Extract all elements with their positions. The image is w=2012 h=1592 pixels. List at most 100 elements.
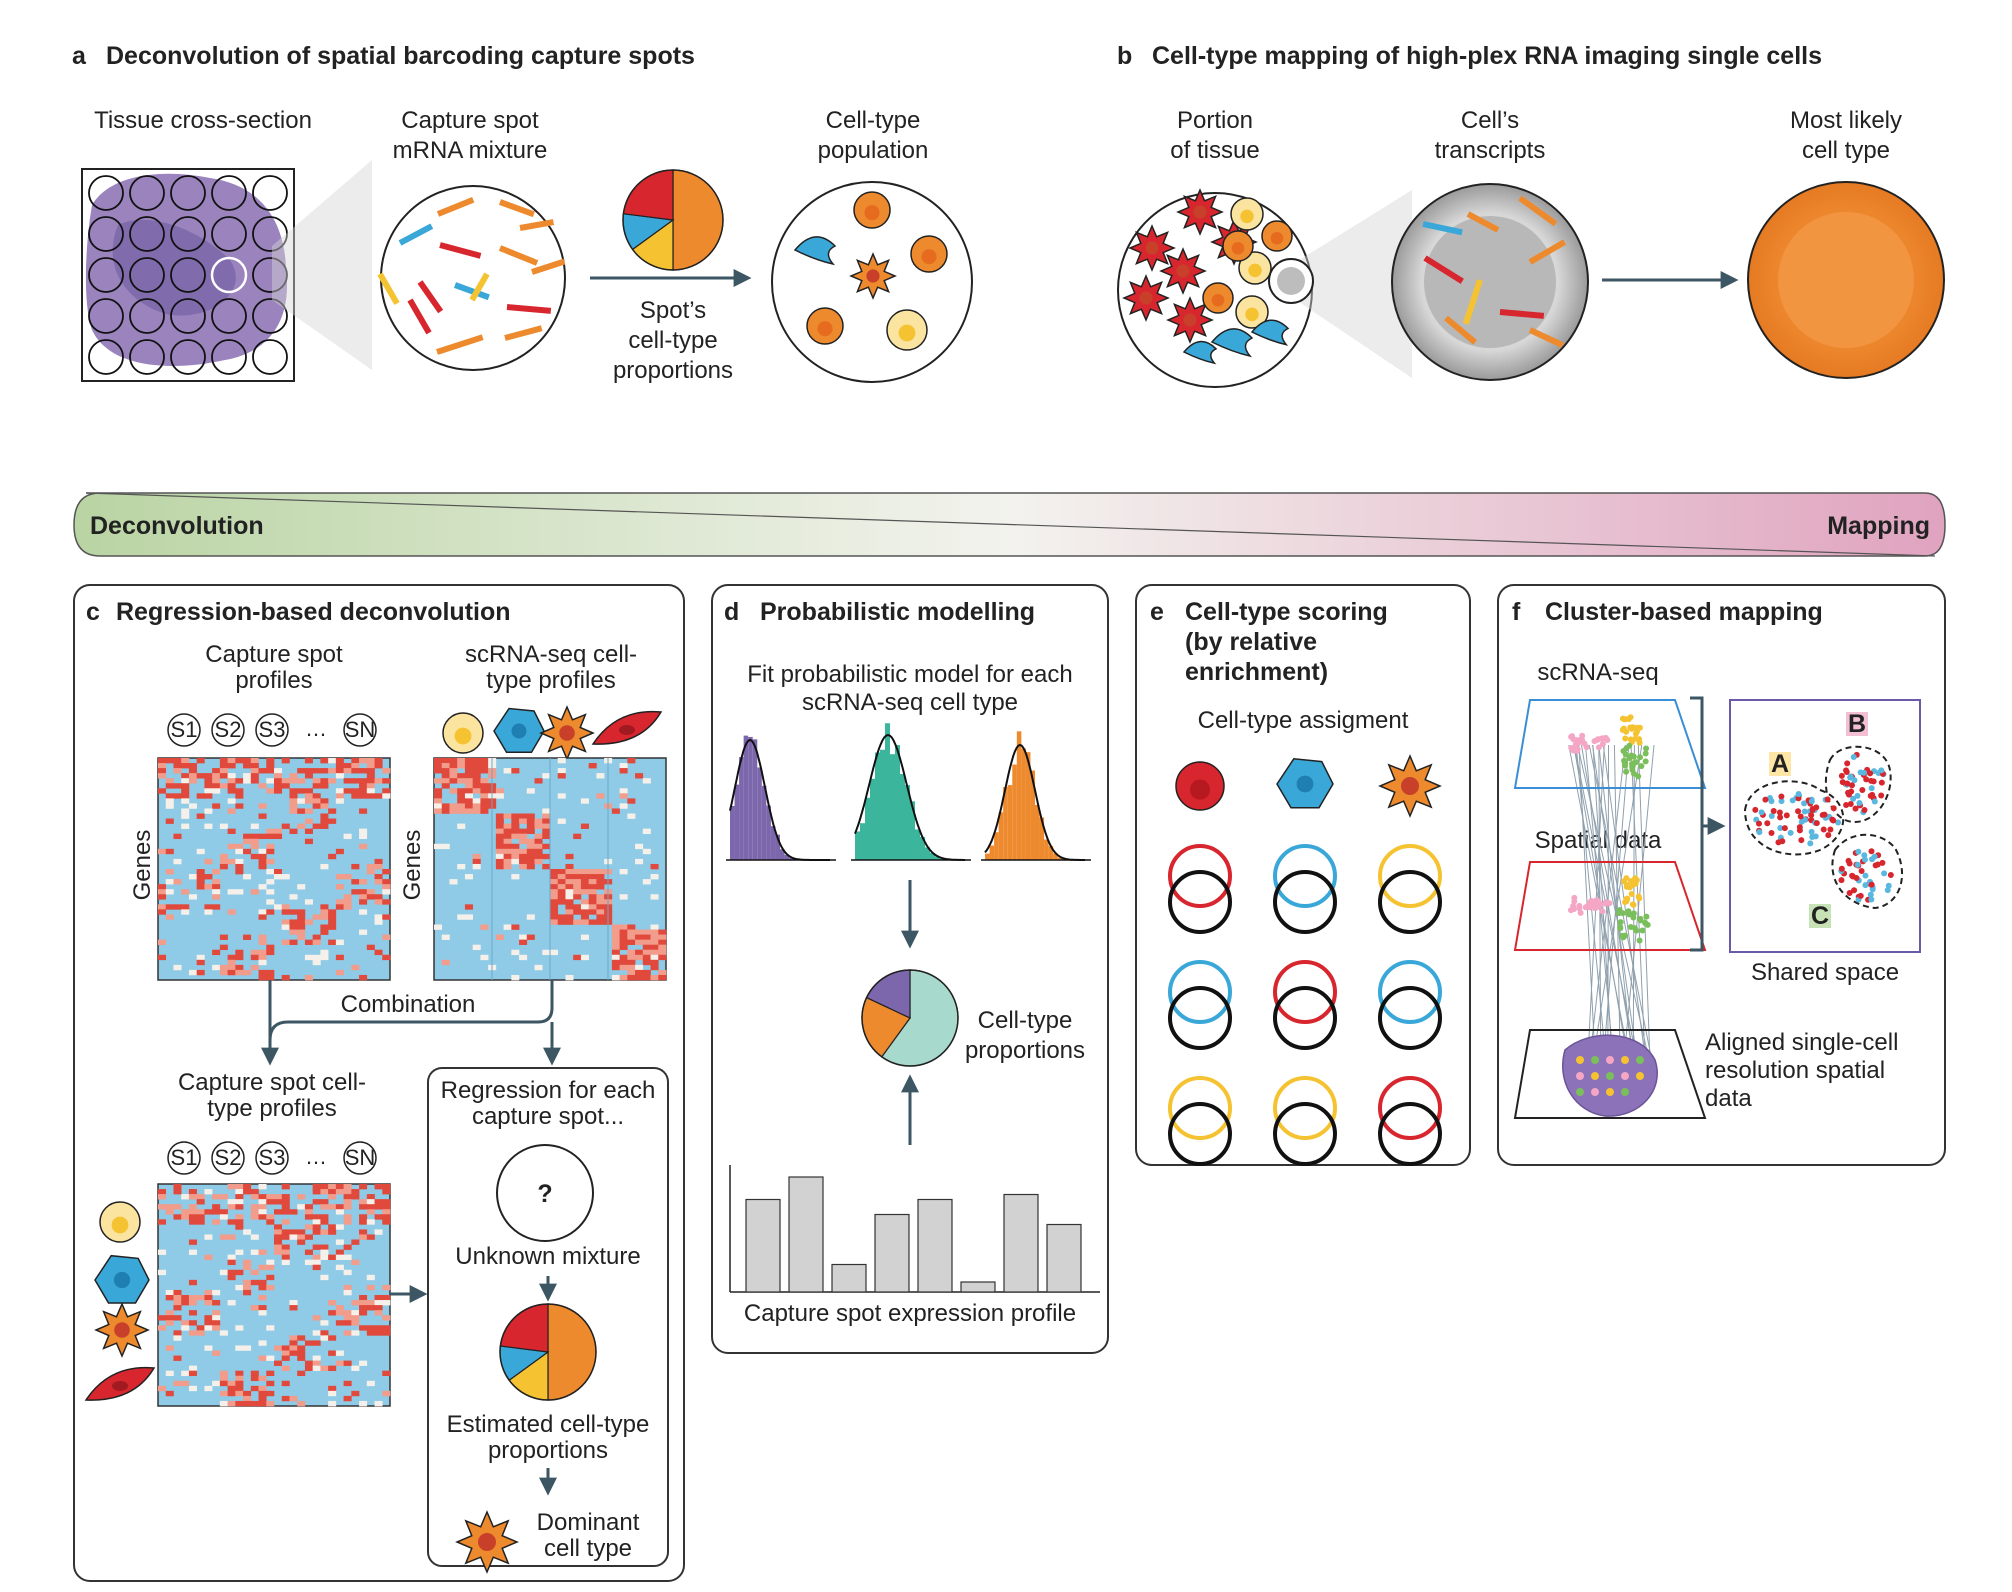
heatmap-cell (573, 894, 582, 900)
heatmap-cell (258, 1310, 267, 1316)
heatmap-cell (212, 1289, 221, 1296)
heatmap-cell (611, 934, 620, 940)
heatmap-cell (374, 1214, 383, 1220)
heatmap-cell (627, 758, 636, 764)
heatmap-cell (335, 798, 344, 804)
aligned-label-3: data (1705, 1085, 1752, 1112)
pink-point (1599, 741, 1606, 748)
heatmap-cell (580, 914, 589, 920)
heatmap-cell (219, 1234, 228, 1240)
heatmap-cell (181, 793, 190, 799)
heatmap-cell (343, 1244, 352, 1250)
heatmap-cell (557, 914, 566, 920)
heatmap-cell (158, 1249, 167, 1255)
heatmap-cell (274, 1249, 283, 1255)
expression-bar (745, 1198, 781, 1293)
heatmap-cell (565, 904, 574, 910)
heatmap-cell (565, 894, 574, 900)
enrichment-rings (1168, 844, 1442, 1166)
heatmap-cell (335, 788, 344, 794)
heatmap-cell (457, 788, 466, 794)
heatmap-cell (312, 783, 321, 789)
shared-point (1808, 798, 1815, 805)
heatmap-cell (343, 763, 352, 769)
tissue-blue-cell (1250, 319, 1290, 346)
heatmap-cell (219, 1194, 228, 1200)
heatmap-cell (158, 1194, 167, 1200)
heatmap-cell (495, 828, 504, 834)
scrna-label: scRNA-seq (1537, 659, 1658, 686)
heatmap-cell (580, 919, 589, 925)
green-point (1626, 911, 1633, 918)
spot-label: S3 (259, 717, 286, 742)
heatmap-cell (274, 1360, 283, 1366)
histogram-bar (985, 853, 990, 860)
heatmap-cell (320, 1199, 329, 1205)
shared-point (1755, 820, 1762, 827)
heatmap-cell (511, 974, 520, 981)
heatmap-cell (274, 1199, 283, 1205)
heatmap-cell (328, 1385, 337, 1392)
heatmap-cell (304, 798, 313, 804)
nucleus-icon (1270, 231, 1284, 245)
heatmap-cell (596, 894, 605, 900)
pink-point (1577, 909, 1584, 916)
shared-point (1851, 887, 1858, 894)
heatmap-cell (204, 1315, 213, 1321)
heatmap-cell (619, 934, 628, 940)
histogram-bar (925, 847, 930, 860)
heatmap-cell (635, 773, 644, 779)
heatmap-cell (503, 813, 512, 819)
heatmap-cell (258, 1264, 267, 1271)
transcript-bar (1528, 327, 1564, 348)
heatmap-cell (274, 788, 283, 794)
heatmap-cell (204, 793, 213, 799)
heatmap-cell (650, 939, 659, 945)
heatmap-cell (212, 1204, 221, 1210)
heatmap-cell (573, 954, 582, 961)
heatmap-cell (611, 974, 620, 981)
heatmap-cell (565, 889, 574, 895)
heatmap-cell (165, 1345, 174, 1351)
heatmap-cell (281, 1229, 290, 1235)
heatmap-cell (204, 1385, 213, 1392)
heatmap-cell (258, 848, 267, 855)
capture-spot (252, 257, 288, 293)
heatmap-cell (366, 768, 375, 774)
heatmap-cell (173, 1295, 182, 1301)
transcript-bar (498, 199, 535, 218)
heatmap-cell (281, 939, 290, 945)
genes-label-2: Genes (399, 830, 426, 901)
heatmap-cell (173, 783, 182, 789)
transcript-bar (1528, 239, 1567, 265)
heatmap-cell (289, 1340, 298, 1346)
heatmap-cell (635, 954, 644, 961)
heatmap-cell (320, 758, 329, 764)
heatmap-cell (235, 843, 244, 850)
heatmap-cell (320, 1249, 329, 1255)
heatmap-cell (335, 904, 344, 910)
heatmap-cell (212, 879, 221, 885)
heatmap-cell (227, 828, 236, 834)
yellow-point (1619, 715, 1626, 722)
heatmap-cell (227, 959, 236, 966)
histogram-bar (766, 805, 771, 860)
heatmap-cell (650, 959, 659, 966)
heatmap-cell (382, 899, 391, 905)
heatmap-cell (312, 1355, 321, 1361)
heatmap-cell (297, 823, 306, 829)
heatmap-cell (274, 828, 283, 834)
heatmap-cell (434, 924, 443, 930)
histogram-bar (748, 736, 753, 860)
shared-space-clusters (1743, 745, 1904, 910)
shared-point (1820, 826, 1827, 833)
capture-spot (170, 175, 206, 211)
heatmap-cell (359, 1229, 368, 1235)
heatmap-cell (642, 828, 651, 834)
heatmap-cell (312, 1199, 321, 1205)
heatmap-cell (441, 758, 450, 764)
heatmap-cell (434, 803, 443, 809)
heatmap-cell (464, 778, 473, 784)
heatmap-cell (219, 944, 228, 951)
heatmap-cell (297, 934, 306, 940)
